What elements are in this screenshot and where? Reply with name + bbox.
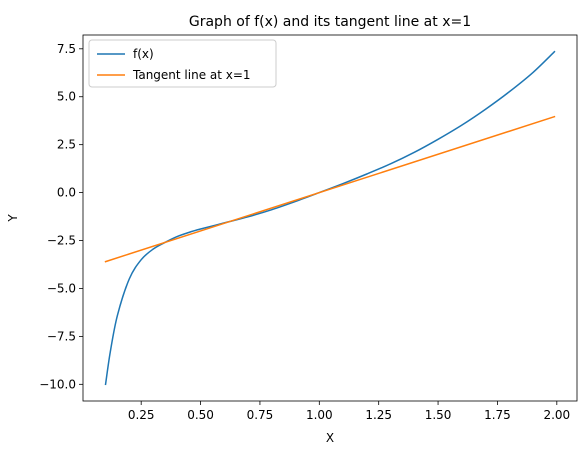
- x-tick-label: 1.25: [365, 408, 392, 422]
- y-tick-label: 2.5: [57, 138, 76, 152]
- legend-label: f(x): [133, 47, 154, 61]
- y-axis-label: Y: [6, 214, 20, 223]
- y-tick-label: 7.5: [57, 42, 76, 56]
- series-line-fx: [104, 50, 556, 386]
- y-axis-ticks: −10.0 −7.5 −5.0 −2.5 0.0 2.5 5.0 7.5: [39, 42, 83, 391]
- x-tick-label: 0.25: [128, 408, 155, 422]
- y-tick-label: 5.0: [57, 90, 76, 104]
- chart-title: Graph of f(x) and its tangent line at x=…: [189, 14, 471, 30]
- x-tick-label: 1.75: [484, 408, 511, 422]
- x-tick-label: 0.75: [247, 408, 274, 422]
- y-tick-label: −7.5: [47, 329, 76, 343]
- series-line-tangent: [104, 115, 556, 263]
- x-tick-label: 0.50: [187, 408, 214, 422]
- x-tick-label: 1.50: [425, 408, 452, 422]
- legend: f(x) Tangent line at x=1: [88, 39, 277, 88]
- y-tick-label: −5.0: [47, 281, 76, 295]
- x-axis-ticks: 0.25 0.50 0.75 1.00 1.25 1.50 1.75 2.00: [128, 401, 570, 422]
- y-tick-label: 0.0: [57, 186, 76, 200]
- y-tick-label: −10.0: [39, 377, 76, 391]
- legend-label: Tangent line at x=1: [132, 68, 251, 82]
- x-tick-label: 1.00: [306, 408, 333, 422]
- legend-box: [88, 39, 277, 88]
- x-axis-label: X: [326, 431, 334, 445]
- x-tick-label: 2.00: [543, 408, 570, 422]
- series-layer: [104, 50, 556, 386]
- y-tick-label: −2.5: [47, 234, 76, 248]
- plot-frame: [82, 34, 578, 402]
